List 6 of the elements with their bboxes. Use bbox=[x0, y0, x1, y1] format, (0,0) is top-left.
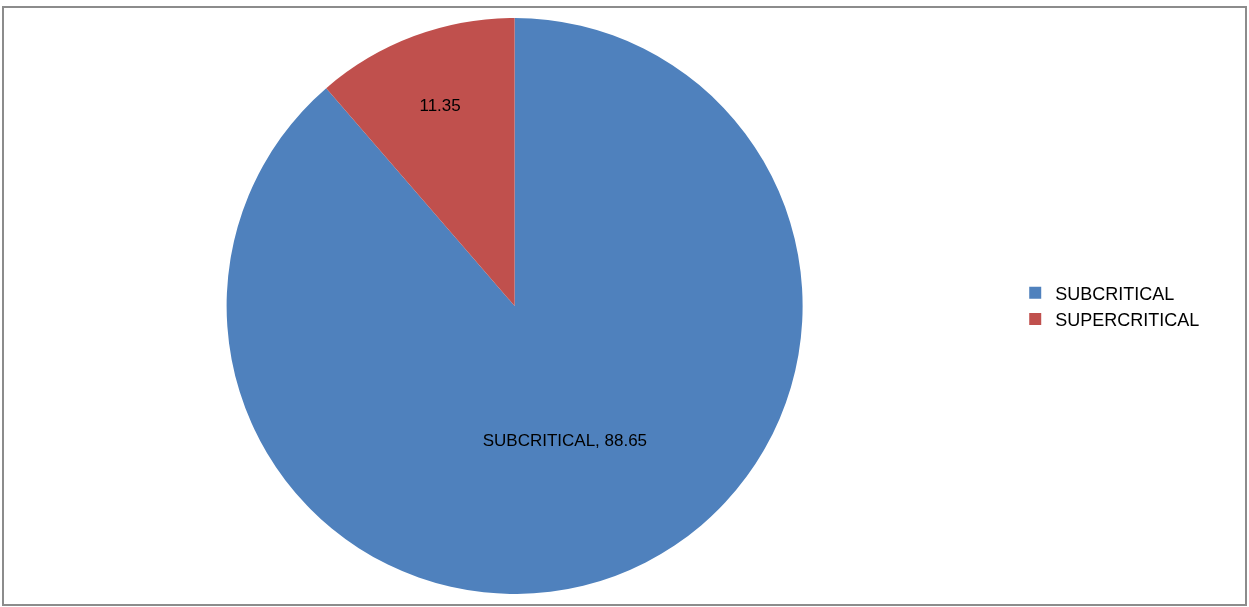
data-label: SUBCRITICAL, 88.65 bbox=[482, 431, 648, 451]
data-label: 11.35 bbox=[419, 96, 461, 116]
legend-label: SUPERCRITICAL bbox=[1055, 310, 1200, 331]
pie-slice bbox=[326, 18, 515, 306]
legend-label: SUBCRITICAL bbox=[1055, 283, 1175, 304]
pie-slice bbox=[226, 18, 803, 594]
